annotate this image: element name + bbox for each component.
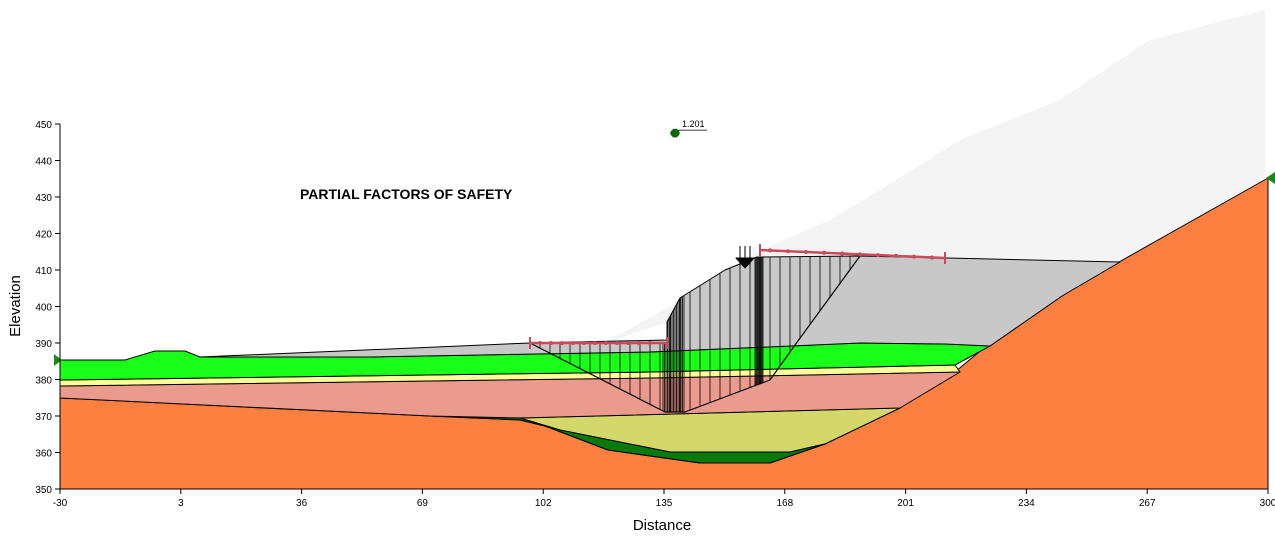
x-tick-label: 36 <box>296 498 308 509</box>
y-tick-label: 350 <box>35 485 52 496</box>
tension-dot <box>615 341 619 345</box>
tension-dot <box>593 341 597 345</box>
tension-dot <box>804 250 808 254</box>
x-tick-label: 267 <box>1139 498 1156 509</box>
tension-dot <box>876 253 880 257</box>
tension-dot <box>571 341 575 345</box>
x-tick-label: -30 <box>53 498 68 509</box>
tension-dot <box>822 251 826 255</box>
tension-dot <box>648 341 652 345</box>
tension-dot <box>637 341 641 345</box>
y-tick-label: 380 <box>35 376 52 387</box>
tension-dot <box>604 341 608 345</box>
y-tick-label: 430 <box>35 193 52 204</box>
y-tick-label: 400 <box>35 303 52 314</box>
x-axis-label: Distance <box>633 517 691 534</box>
y-tick-label: 450 <box>35 120 52 131</box>
tension-dot <box>549 341 553 345</box>
tension-dot <box>930 255 934 259</box>
chart-title: PARTIAL FACTORS OF SAFETY <box>300 186 513 202</box>
x-tick-label: 168 <box>776 498 793 509</box>
tension-dot <box>538 341 542 345</box>
y-axis-label: Elevation <box>7 275 24 337</box>
tension-dot <box>894 254 898 258</box>
y-tick-label: 420 <box>35 230 52 241</box>
x-tick-label: 3 <box>178 498 184 509</box>
x-tick-label: 201 <box>897 498 914 509</box>
x-tick-label: 300 <box>1260 498 1275 509</box>
tension-dot <box>626 341 630 345</box>
factor-of-safety: 1.201 <box>682 119 705 129</box>
tension-dot <box>786 249 790 253</box>
tension-dot <box>560 341 564 345</box>
y-tick-label: 370 <box>35 412 52 423</box>
x-tick-label: 234 <box>1018 498 1035 509</box>
y-tick-label: 440 <box>35 157 52 168</box>
y-tick-label: 390 <box>35 339 52 350</box>
x-tick-label: 102 <box>535 498 552 509</box>
y-tick-label: 410 <box>35 266 52 277</box>
chart: PARTIAL FACTORS OF SAFETY Distance Eleva… <box>0 0 1275 537</box>
tension-dot <box>858 252 862 256</box>
cross-section <box>54 10 1275 489</box>
tension-dot <box>912 255 916 259</box>
x-tick-label: 69 <box>417 498 429 509</box>
tension-dot <box>840 252 844 256</box>
y-tick-label: 360 <box>35 449 52 460</box>
x-tick-label: 135 <box>656 498 673 509</box>
tension-dot <box>582 341 586 345</box>
tension-dot <box>768 248 772 252</box>
